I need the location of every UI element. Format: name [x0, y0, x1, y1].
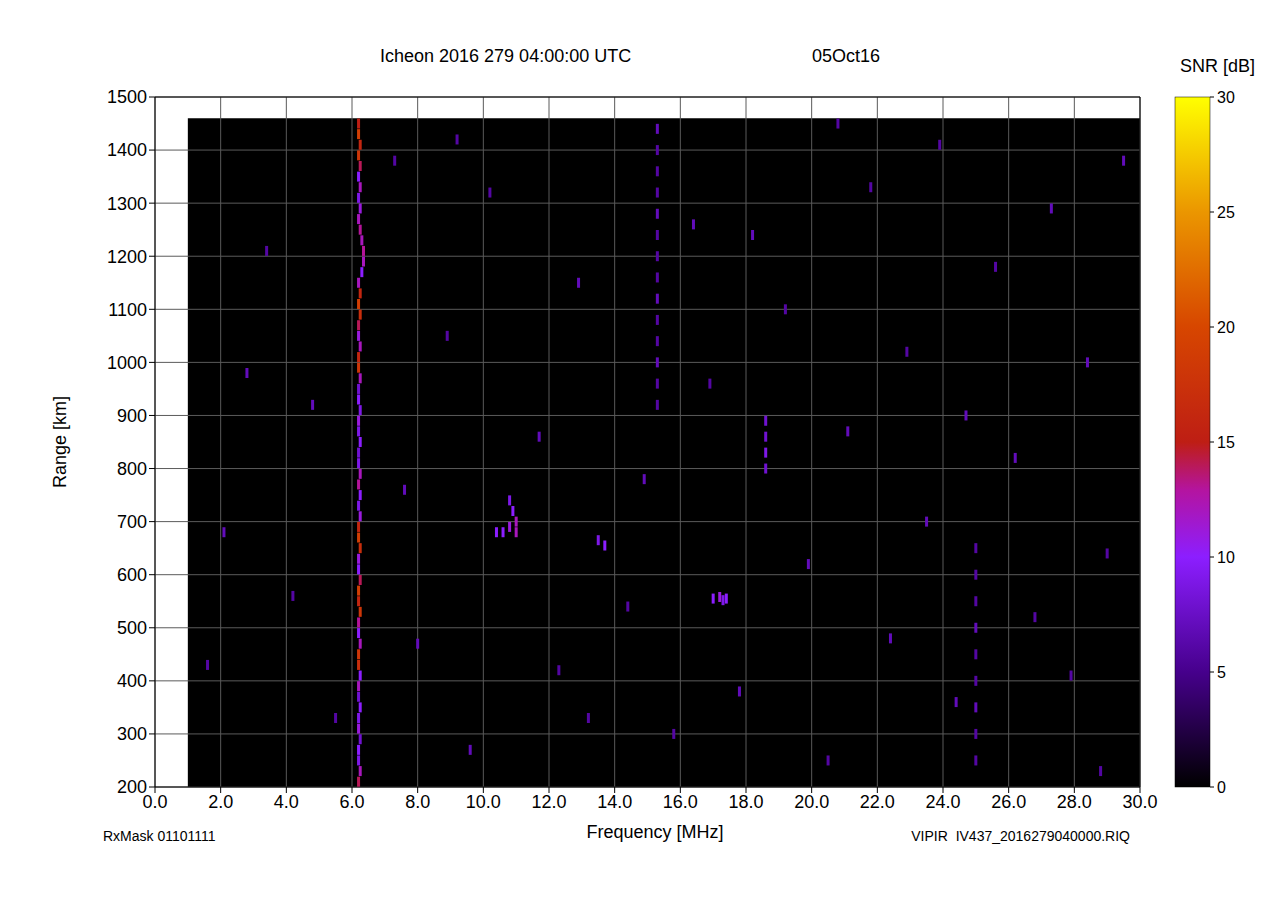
svg-text:800: 800	[117, 459, 147, 479]
svg-text:20: 20	[1217, 319, 1235, 336]
svg-text:26.0: 26.0	[991, 792, 1026, 812]
svg-text:10.0: 10.0	[466, 792, 501, 812]
svg-text:0: 0	[1217, 779, 1226, 796]
svg-text:22.0: 22.0	[860, 792, 895, 812]
svg-text:1400: 1400	[107, 140, 147, 160]
svg-text:30: 30	[1217, 89, 1235, 106]
html-text:SNR [dB]: SNR [dB]	[1180, 56, 1255, 76]
html-text:05Oct16: 05Oct16	[812, 46, 880, 66]
svg-text:1200: 1200	[107, 247, 147, 267]
svg-text:2.0: 2.0	[208, 792, 233, 812]
svg-text:30.0: 30.0	[1122, 792, 1157, 812]
svg-text:4.0: 4.0	[274, 792, 299, 812]
svg-text:16.0: 16.0	[663, 792, 698, 812]
svg-text:1300: 1300	[107, 194, 147, 214]
svg-text:0.0: 0.0	[142, 791, 168, 812]
html-text:Icheon 2016 279 04:00:00 UTC: Icheon 2016 279 04:00:00 UTC	[380, 46, 632, 66]
svg-text:600: 600	[117, 565, 147, 585]
svg-text:1500: 1500	[107, 87, 147, 107]
svg-text:500: 500	[117, 618, 147, 638]
svg-text:700: 700	[117, 512, 147, 532]
svg-text:10: 10	[1217, 549, 1235, 566]
svg-text:25: 25	[1217, 204, 1235, 221]
svg-text:400: 400	[117, 671, 147, 691]
svg-text:5: 5	[1217, 664, 1226, 681]
svg-text:200: 200	[117, 777, 147, 797]
html-text:Frequency [MHz]: Frequency [MHz]	[586, 822, 724, 842]
svg-text:18.0: 18.0	[728, 792, 763, 812]
html-text:VIPIR IV437_2016279040000.RIQ: VIPIR IV437_2016279040000.RIQ	[911, 828, 1130, 844]
svg-text:24.0: 24.0	[925, 792, 960, 812]
svg-text:1000: 1000	[107, 353, 147, 373]
html-text:RxMask 01101111: RxMask 01101111	[103, 828, 216, 844]
svg-text:6.0: 6.0	[339, 792, 364, 812]
svg-text:1100: 1100	[108, 300, 147, 320]
svg-text:20.0: 20.0	[794, 792, 829, 812]
svg-text:14.0: 14.0	[597, 792, 632, 812]
svg-text:8.0: 8.0	[405, 792, 430, 812]
svg-text:12.0: 12.0	[531, 792, 566, 812]
svg-text:28.0: 28.0	[1057, 792, 1092, 812]
svg-text:300: 300	[117, 724, 147, 744]
svg-text:15: 15	[1217, 434, 1235, 451]
svg-text:900: 900	[117, 406, 147, 426]
html-text:Range [km]: Range [km]	[49, 396, 70, 488]
